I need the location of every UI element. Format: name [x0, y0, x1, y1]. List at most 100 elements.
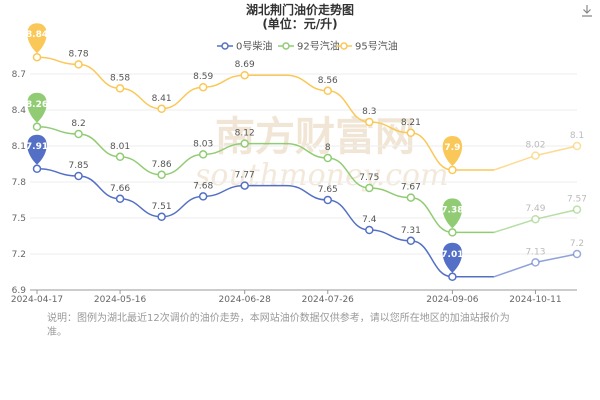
data-point	[240, 70, 249, 80]
data-label: 8.2	[71, 119, 85, 129]
marker-pin-label: 8.26	[26, 100, 48, 110]
data-label: 8.21	[401, 118, 421, 128]
legend-marker	[340, 42, 348, 50]
data-label: 7.13	[525, 247, 545, 257]
series-line	[36, 56, 494, 171]
data-label: 7.57	[567, 195, 587, 205]
data-point	[365, 117, 374, 127]
data-label: 7.2	[570, 239, 584, 249]
chart-subtitle: (单位：元/升)	[262, 16, 337, 31]
marker-pins-layer: 7.91 7.01 8.26 7.38 8.84 7.9	[26, 23, 463, 273]
data-point	[115, 194, 125, 204]
x-tick-label: 2024-07-26	[302, 295, 355, 305]
data-label: 8.56	[318, 76, 338, 86]
data-label: 8.01	[110, 142, 130, 152]
watermark-main: 南方财富网	[215, 113, 415, 160]
x-tick-label: 2024-05-16	[94, 295, 147, 305]
min-marker-pin: 7.01	[441, 242, 463, 273]
data-point	[406, 128, 416, 138]
data-label: 8.12	[235, 129, 255, 139]
data-point	[32, 52, 42, 62]
marker-pin-shape	[442, 242, 463, 273]
data-point	[406, 236, 416, 246]
marker-pin-shape	[27, 134, 47, 165]
x-tick-label: 2024-06-28	[219, 295, 272, 305]
legend-marker	[282, 42, 290, 50]
max-marker-pin: 8.26	[26, 92, 48, 123]
data-label: 8.78	[69, 49, 89, 59]
data-point	[406, 193, 416, 202]
data-point	[240, 139, 249, 148]
data-point	[198, 192, 208, 201]
data-label: 7.68	[193, 181, 213, 191]
data-label: 8.1	[570, 131, 584, 141]
data-point	[365, 225, 374, 235]
legend-entry: 95号汽油	[355, 40, 398, 53]
data-point	[531, 258, 540, 267]
marker-pin-shape	[27, 92, 47, 123]
data-point	[240, 181, 249, 190]
y-tick-label: 6.9	[12, 286, 27, 296]
min-marker-pin: 7.9	[442, 136, 463, 166]
data-label: 7.86	[152, 160, 172, 170]
data-label: 8	[325, 143, 331, 153]
data-point	[74, 60, 83, 69]
data-label: 8.69	[235, 60, 255, 70]
y-tick-label: 7.2	[12, 250, 26, 260]
legend-entry: 0号柴油	[236, 40, 272, 53]
series-line	[36, 168, 494, 278]
legend-marker	[221, 42, 229, 50]
data-label: 7.49	[525, 204, 545, 214]
marker-pin-shape	[442, 136, 463, 166]
marker-pin-label: 7.9	[444, 143, 460, 153]
chart-title-group: 湖北荆门油价走势图 (单位：元/升)	[246, 2, 354, 31]
watermark-sub: southmoney.com	[195, 158, 449, 193]
data-point	[157, 170, 166, 180]
data-point	[32, 164, 42, 174]
data-label: 8.03	[193, 139, 213, 149]
data-label: 7.65	[318, 185, 338, 195]
data-label: 8.3	[362, 107, 376, 117]
chart-note-line1: 说明：图例为湖北最近12次调价的油价走势，本网站油价数据仅供参考，请以您所在地区…	[47, 311, 510, 324]
marker-pin-label: 7.38	[441, 205, 463, 215]
data-point	[572, 141, 582, 151]
data-label: 7.66	[110, 184, 130, 194]
data-point	[531, 151, 540, 160]
data-point	[531, 214, 540, 224]
data-point	[74, 171, 83, 181]
data-point	[448, 272, 457, 282]
series-layer	[32, 52, 582, 282]
max-marker-pin: 7.91	[26, 134, 48, 165]
marker-pin-shape	[27, 23, 47, 54]
data-point	[198, 82, 208, 92]
x-tick-label: 2024-09-06	[426, 295, 479, 305]
x-tick-label: 2024-10-11	[509, 295, 561, 305]
y-tick-label: 7.5	[12, 214, 26, 224]
data-point	[365, 183, 374, 193]
max-marker-pin: 8.84	[26, 23, 48, 54]
chart-note-line2: 准。	[47, 326, 67, 338]
y-tick-label: 8.4	[12, 106, 27, 116]
marker-pin-shape	[442, 198, 463, 229]
data-point	[157, 104, 166, 114]
data-point	[115, 84, 125, 93]
data-label: 7.85	[69, 161, 89, 171]
data-label: 8.58	[110, 73, 130, 83]
axes: 6.9 7.2 7.5 7.8 8.1 8.4 8.7 2024-04-17 2024-05-1…	[11, 70, 577, 305]
data-point	[448, 228, 457, 237]
data-point	[572, 249, 582, 259]
data-label: 7.77	[235, 171, 255, 181]
chart-title: 湖北荆门油价走势图	[246, 2, 354, 17]
data-point	[323, 153, 333, 163]
grid	[30, 73, 577, 291]
data-point	[115, 152, 125, 162]
download-icon[interactable]	[580, 4, 594, 18]
data-label: 8.41	[152, 94, 172, 104]
legend-entry: 92号汽油	[297, 40, 340, 53]
data-point	[198, 150, 208, 159]
series-line	[36, 126, 494, 234]
data-point	[32, 122, 42, 132]
min-marker-pin: 7.38	[441, 198, 463, 229]
legend: 0号柴油 92号汽油 95号汽油	[217, 40, 398, 53]
